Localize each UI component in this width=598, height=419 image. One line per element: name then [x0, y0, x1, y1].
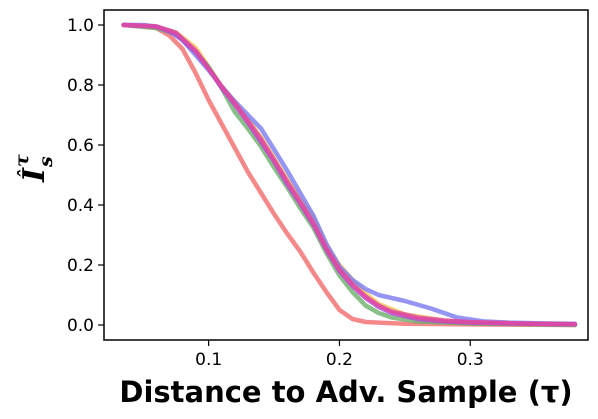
x-tick-label: 0.2: [326, 350, 353, 370]
series-line-2: [121, 22, 578, 328]
y-tick-label: 0.8: [67, 76, 94, 96]
series-line-6: [121, 22, 578, 327]
y-axis: 0.0 0.2 0.4 0.6 0.8 1.0: [67, 16, 104, 336]
y-tick-label: 1.0: [67, 16, 94, 36]
y-tick-label: 0.6: [67, 136, 94, 156]
x-tick-label: 0.1: [195, 350, 222, 370]
y-axis-title-sup: τ: [11, 154, 33, 167]
y-tick-label: 0.0: [67, 316, 94, 336]
x-axis-title: Distance to Adv. Sample (τ): [119, 375, 572, 409]
y-axis-title-base: I: [17, 167, 52, 183]
x-tick-label: 0.3: [457, 350, 484, 370]
y-tick-label: 0.2: [67, 256, 94, 276]
x-axis: 0.1 0.2 0.3: [195, 340, 484, 370]
y-axis-title-sub: s: [35, 156, 57, 168]
plot-frame: [103, 9, 589, 341]
series-lines: [121, 22, 578, 328]
y-axis-title: I ˆ s τ: [11, 154, 57, 183]
y-axis-title-hat: ˆ: [15, 169, 37, 179]
y-tick-label: 0.4: [67, 196, 94, 216]
